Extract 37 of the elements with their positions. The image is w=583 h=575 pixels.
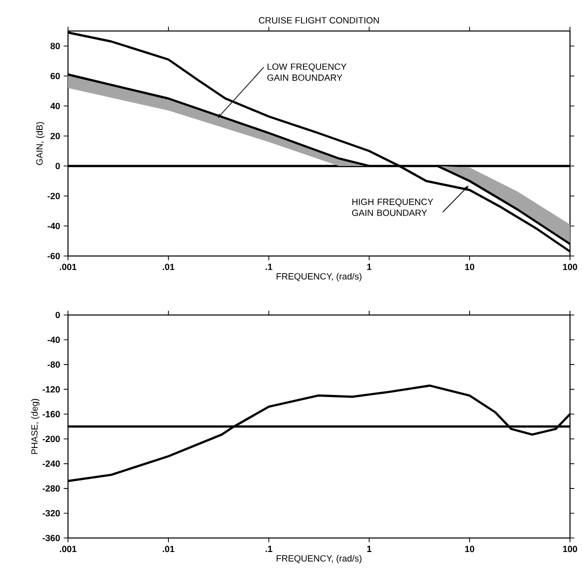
x-axis-title: FREQUENCY, (rad/s) bbox=[276, 272, 362, 282]
x-tick-label: 100 bbox=[563, 546, 578, 552]
y-tick-label: -120 bbox=[42, 386, 60, 393]
annotation: LOW FREQUENCY GAIN BOUNDARY bbox=[267, 63, 346, 81]
y-tick-label: -20 bbox=[48, 192, 60, 200]
y-tick-label: -280 bbox=[42, 485, 60, 492]
y-tick-label: -240 bbox=[42, 460, 60, 467]
y-tick-label: -40 bbox=[48, 222, 60, 230]
y-tick-label: 0 bbox=[56, 312, 60, 318]
x-tick-label: 10 bbox=[465, 546, 474, 552]
x-tick-label: .01 bbox=[162, 264, 174, 270]
x-tick-label: .1 bbox=[266, 546, 272, 552]
x-tick-label: .001 bbox=[60, 264, 76, 270]
x-tick-label: 1 bbox=[367, 264, 372, 270]
x-axis-title: FREQUENCY, (rad/s) bbox=[276, 554, 362, 564]
y-tick-label: 20 bbox=[50, 132, 60, 140]
y-tick-label: -360 bbox=[42, 534, 60, 542]
y-tick-label: -320 bbox=[42, 510, 60, 516]
x-tick-label: .1 bbox=[266, 264, 272, 270]
y-tick-label: 60 bbox=[50, 72, 60, 80]
x-tick-label: .01 bbox=[162, 546, 174, 552]
y-tick-label: -160 bbox=[42, 410, 60, 418]
y-tick-label: 40 bbox=[50, 102, 60, 110]
x-tick-label: 1 bbox=[367, 546, 372, 552]
x-tick-label: 100 bbox=[563, 264, 578, 270]
y-tick-label: 80 bbox=[50, 42, 60, 50]
y-tick-label: -80 bbox=[48, 361, 60, 368]
y-axis-title: GAIN, (dB) bbox=[36, 122, 44, 165]
y-tick-label: -60 bbox=[48, 252, 60, 260]
y-tick-label: -200 bbox=[42, 436, 60, 442]
annotation: HIGH FREQUENCY GAIN BOUNDARY bbox=[352, 198, 434, 216]
y-tick-label: 0 bbox=[56, 162, 60, 170]
x-tick-label: .001 bbox=[60, 546, 76, 552]
y-axis-title: PHASE, (deg) bbox=[31, 398, 40, 454]
x-tick-label: 10 bbox=[465, 264, 474, 270]
chart-title: CRUISE FLIGHT CONDITION bbox=[258, 17, 379, 24]
y-tick-label: -40 bbox=[48, 336, 60, 343]
